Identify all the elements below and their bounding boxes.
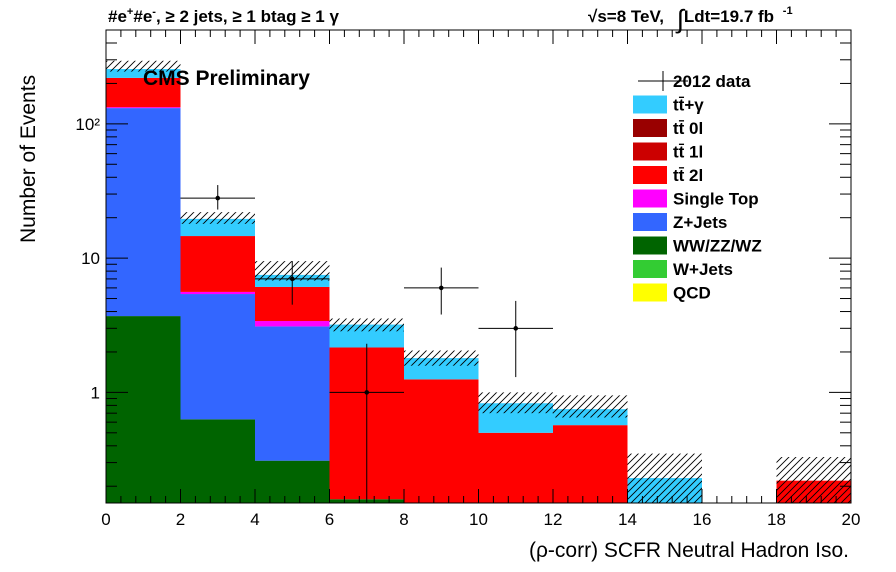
- header-left-sup: +: [127, 6, 133, 18]
- legend-swatch: [633, 166, 667, 184]
- x-tick-labels: 0 2 4 6 8 10 12 14 16 18 20: [101, 510, 860, 529]
- uncertainty-band-bin: [404, 350, 479, 366]
- legend-swatch: [633, 119, 667, 137]
- bar-segment: [255, 460, 330, 503]
- x-tick-label: 12: [544, 510, 563, 529]
- legend-item: tt̄ 0l: [633, 119, 703, 138]
- legend-swatch: [633, 260, 667, 278]
- x-tick-label: 0: [101, 510, 110, 529]
- data-point: [364, 390, 370, 395]
- bar-segment: [255, 326, 330, 461]
- uncertainty-band-bin: [627, 453, 702, 503]
- energy-label: √s=8 TeV,: [588, 7, 664, 26]
- y-tick-labels: 1 10 10²: [75, 115, 100, 403]
- lumi-exponent: -1: [783, 5, 793, 17]
- legend-item: WW/ZZ/WZ: [633, 236, 762, 256]
- axis-ticks: [105, 29, 852, 503]
- uncertainty-band-bin: [553, 395, 628, 418]
- x-tick-label: 20: [842, 510, 861, 529]
- legend-label: tt̄ 0l: [673, 119, 703, 138]
- bar-segment: [404, 379, 479, 503]
- legend-item: Z+Jets: [633, 213, 727, 232]
- data-point: [438, 285, 444, 291]
- x-tick-label: 16: [693, 510, 712, 529]
- x-tick-label: 10: [469, 510, 488, 529]
- header-left-part: #e: [133, 7, 152, 26]
- x-tick-label: 6: [325, 510, 334, 529]
- uncertainty-band-bin: [106, 60, 181, 72]
- stacked-bars: [106, 69, 851, 503]
- legend-swatch: [633, 189, 667, 208]
- y-axis-label: Number of Events: [17, 75, 40, 243]
- bar-segment: [180, 291, 255, 295]
- uncertainty-band-bin: [478, 392, 553, 414]
- data-point: [513, 326, 519, 331]
- legend-label: QCD: [673, 284, 711, 303]
- integral-sign: ∫: [675, 4, 686, 34]
- legend-item: 2012 data: [638, 71, 751, 91]
- uncertainty-band-bin: [329, 318, 404, 332]
- y-tick-label: 10²: [75, 115, 100, 134]
- x-tick-label: 18: [767, 510, 786, 529]
- legend-label: tt̄ 1l: [673, 143, 703, 162]
- legend-label: tt̄ 2l: [673, 166, 703, 185]
- legend: 2012 data tt̄+γ tt̄ 0l tt̄ 1l tt̄ 2l Single T…: [633, 71, 762, 303]
- legend-item: Single Top: [633, 189, 759, 209]
- bar-segment: [255, 321, 330, 327]
- legend-item: tt̄ 1l: [633, 142, 703, 162]
- bar-segment: [106, 107, 181, 109]
- legend-item: tt̄+γ: [633, 95, 704, 115]
- lumi-label: Ldt=19.7 fb: [684, 7, 774, 26]
- cms-label: CMS Preliminary: [143, 67, 310, 90]
- legend-swatch: [633, 213, 667, 231]
- x-tick-label: 8: [399, 510, 408, 529]
- x-axis-label: (ρ-corr) SCFR Neutral Hadron Iso.: [529, 539, 849, 562]
- legend-label: tt̄+γ: [673, 96, 704, 115]
- legend-item: W+Jets: [633, 260, 733, 279]
- bar-segment: [180, 419, 255, 503]
- legend-label: 2012 data: [673, 72, 751, 91]
- uncertainty-band-bin: [776, 457, 851, 503]
- data-points: [180, 185, 553, 503]
- bar-segment: [106, 69, 181, 78]
- x-tick-label: 4: [250, 510, 259, 529]
- bar-segment: [106, 108, 181, 317]
- header-left: #e+#e-, ≥ 2 jets, ≥ 1 btag ≥ 1 γ: [108, 6, 339, 26]
- bar-segment: [180, 236, 255, 292]
- data-point: [215, 195, 221, 201]
- uncertainty-band-bin: [180, 212, 255, 224]
- legend-label: Single Top: [673, 190, 759, 209]
- legend-swatch: [633, 95, 667, 114]
- x-tick-label: 2: [176, 510, 185, 529]
- y-tick-label: 10: [81, 249, 100, 268]
- legend-label: Z+Jets: [673, 213, 727, 232]
- legend-item: tt̄ 2l: [633, 166, 703, 185]
- bar-segment: [180, 294, 255, 420]
- header-left-part: #e: [108, 7, 127, 26]
- bar-segment: [478, 432, 553, 503]
- header-left-sup: -: [152, 6, 156, 18]
- x-tick-label: 14: [618, 510, 637, 529]
- legend-item: QCD: [633, 283, 711, 303]
- header-left-part: , ≥ 2 jets, ≥ 1 btag ≥ 1 γ: [156, 7, 339, 26]
- bar-segment: [553, 425, 628, 503]
- legend-swatch: [633, 142, 667, 161]
- y-tick-label: 1: [91, 383, 100, 402]
- bar-segment: [106, 77, 181, 108]
- data-point: [289, 276, 295, 282]
- legend-label: WW/ZZ/WZ: [673, 237, 762, 256]
- legend-label: W+Jets: [673, 260, 733, 279]
- uncertainty-band: [106, 60, 851, 503]
- bar-segment: [106, 316, 181, 503]
- legend-swatch: [633, 236, 667, 255]
- legend-swatch: [633, 283, 667, 302]
- header-right: √s=8 TeV, ∫Ldt=19.7 fb -1: [588, 4, 793, 34]
